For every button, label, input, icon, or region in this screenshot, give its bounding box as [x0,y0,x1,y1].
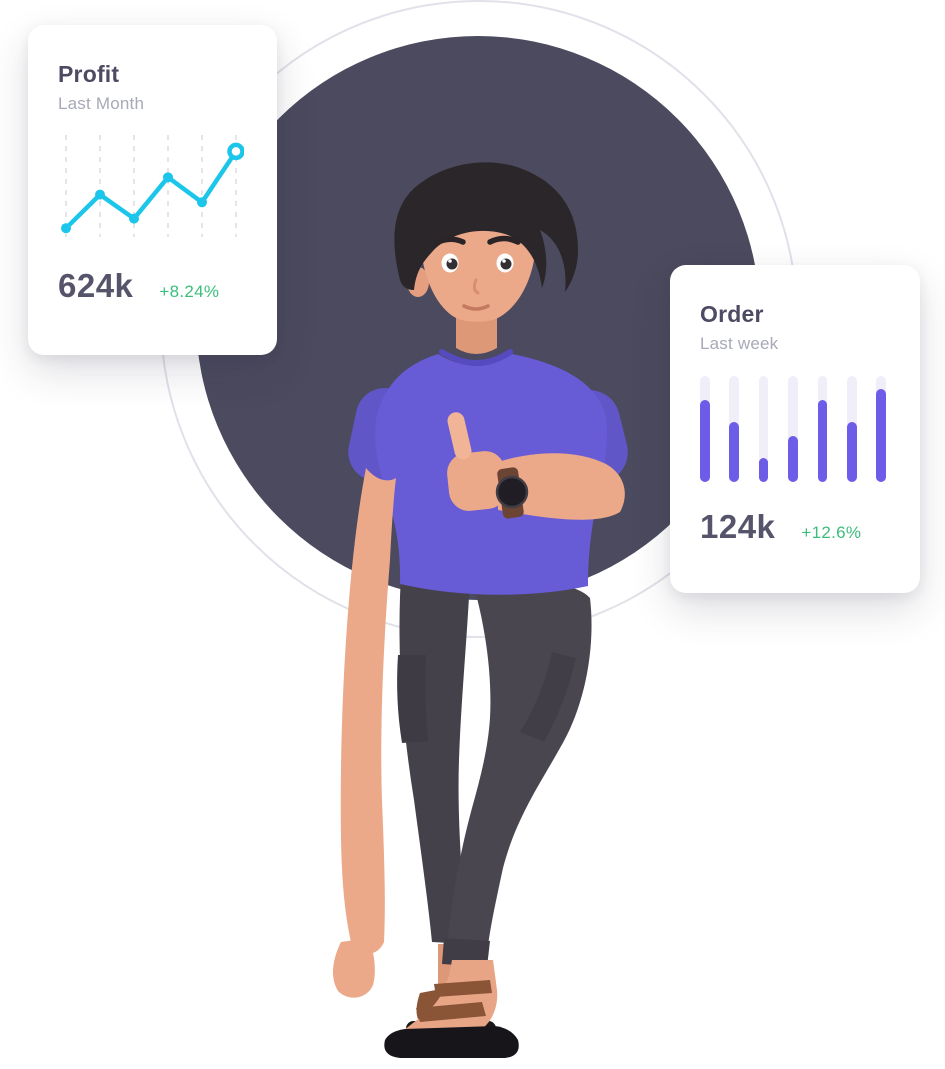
bar-fill [729,421,739,482]
bar-track [847,376,857,482]
bar-fill [817,400,828,482]
profit-delta: +8.24% [159,282,220,301]
order-delta: +12.6% [801,523,862,542]
bar-fill [788,436,798,482]
order-bar-chart [700,376,886,482]
data-point [163,172,173,183]
profit-value: 624k [58,267,134,304]
bar-fill [847,421,857,482]
bar-track [729,376,739,482]
bar-track [817,376,828,482]
profit-card-subtitle: Last Month [58,94,145,113]
data-point-last [227,142,245,161]
data-point [61,223,71,234]
bar-fill [876,388,886,482]
profit-line-chart [61,135,245,237]
profit-card: Profit Last Month 624k +8.24% [28,25,277,355]
profit-line [63,149,239,231]
order-card-subtitle: Last week [700,334,779,353]
data-point [197,197,207,208]
bar-track [876,376,886,482]
character-sandal [384,960,519,1058]
bar-fill [758,457,769,482]
order-value: 124k [700,508,776,545]
bar-track [758,376,769,482]
bar-track [788,376,798,482]
data-point [95,189,105,200]
bar-track [700,376,710,482]
profit-card-title: Profit [58,61,120,87]
data-point [129,213,139,224]
order-card: Order Last week 124k +12.6% [670,265,920,593]
bar-fill [700,400,710,482]
order-card-title: Order [700,301,764,327]
